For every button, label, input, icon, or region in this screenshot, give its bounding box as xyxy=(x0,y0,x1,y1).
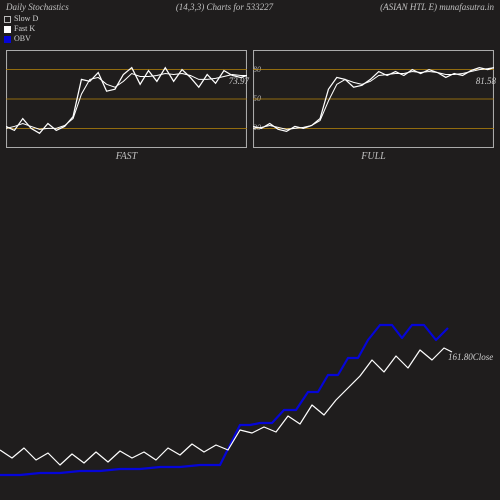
legend-swatch xyxy=(4,16,11,23)
legend-item: Fast K xyxy=(4,24,38,34)
legend-label: Fast K xyxy=(14,24,35,34)
chart-header: Daily Stochastics (14,3,3) Charts for 53… xyxy=(0,0,500,14)
main-chart: 161.80Close xyxy=(0,180,500,500)
title-center: (14,3,3) Charts for 533227 xyxy=(176,2,273,12)
panel-wrap: 80502081.58 FULL xyxy=(253,50,494,162)
panel-wrap: 80502073.97 FAST xyxy=(6,50,247,162)
panel-title: FULL xyxy=(253,151,494,162)
legend-swatch xyxy=(4,26,11,33)
legend-item: OBV xyxy=(4,34,38,44)
close-label: 161.80Close xyxy=(448,352,493,362)
title-left: Daily Stochastics xyxy=(6,2,69,12)
legend-label: OBV xyxy=(14,34,31,44)
stochastic-panel: 80502073.97 xyxy=(6,50,247,148)
legend-item: Slow D xyxy=(4,14,38,24)
panel-title: FAST xyxy=(6,151,247,162)
legend: Slow DFast KOBV xyxy=(4,14,38,44)
panel-value: 73.97 xyxy=(229,76,249,86)
stochastic-panels: 80502073.97 FAST 80502081.58 FULL xyxy=(0,50,500,162)
title-right: (ASIAN HTL E) munafasutra.in xyxy=(380,2,494,12)
legend-label: Slow D xyxy=(14,14,38,24)
stochastic-panel: 80502081.58 xyxy=(253,50,494,148)
legend-swatch xyxy=(4,36,11,43)
panel-value: 81.58 xyxy=(476,76,496,86)
